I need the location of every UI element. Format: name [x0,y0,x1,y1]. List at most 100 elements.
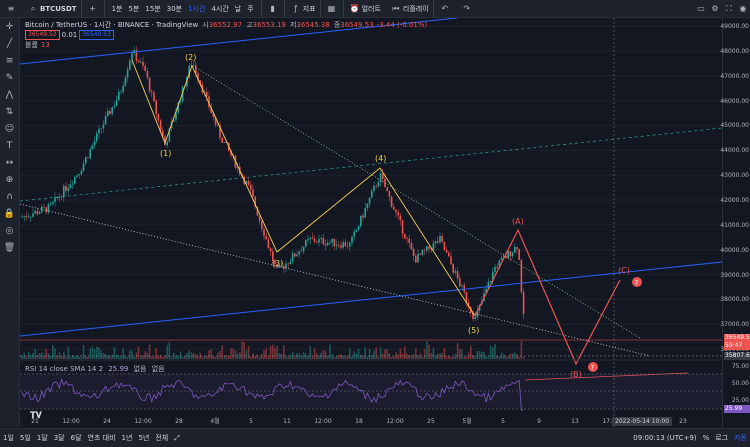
candle [195,65,197,74]
crosshair-icon[interactable]: ✛ [5,21,14,32]
candle [142,61,144,66]
measure-icon[interactable]: ↔ [5,157,14,168]
range-5y[interactable]: 5년 [138,434,150,442]
fib-icon[interactable]: ≡ [5,55,14,66]
volume-bar [298,353,300,359]
shapes-icon[interactable]: ☺ [4,123,15,134]
range-6m[interactable]: 6달 [70,434,82,442]
interval-1m[interactable]: 1분 [111,4,123,13]
volume-bar [131,350,133,359]
candle [516,246,518,250]
compare-button[interactable]: + [80,0,104,17]
range-3m[interactable]: 3달 [53,434,65,442]
candle [474,316,476,319]
question-icon-c[interactable]: ? [632,277,642,287]
bid-price[interactable]: 36549.52 [25,30,60,40]
candle [298,251,300,255]
wave-2-label: (2) [185,53,196,62]
settings-icon[interactable]: ⚙ [711,3,719,13]
time-axis[interactable]: 21 12:00 24 12:00 28 4월 5 11 12:00 18 12:00 25 5월 5 9 1… [20,416,722,427]
range-5d[interactable]: 5일 [19,434,31,442]
volume-bar [412,353,415,359]
low-label: 저 [289,21,297,29]
templates-button[interactable]: ▦ [319,0,343,17]
pattern-icon[interactable]: ⋀ [5,89,14,100]
auto-toggle[interactable]: 자동 [734,434,747,442]
time-label: 9 [537,418,541,425]
interval-1d[interactable]: 날 [234,4,242,13]
price-axis[interactable]: 49000.00 48000.00 47000.00 46000.00 45000.00… [720,18,750,427]
layout-icon[interactable]: ▭ [697,3,705,13]
replay-button[interactable]: ⏮ 리플레이 [385,0,433,17]
range-1y[interactable]: 1년 [121,434,133,442]
volume-bar [300,355,303,359]
fullscreen-icon[interactable]: ⛶ [726,3,732,13]
volume-bar [342,355,344,359]
range-1d[interactable]: 1일 [3,434,14,442]
chart-type-button[interactable]: ▮ [260,0,284,17]
symbol-title[interactable]: Bitcoin / TetherUS · 1시간 · BINANCE · Tra… [25,21,199,29]
ask-price[interactable]: 36549.53 [79,30,114,40]
candle [415,255,417,263]
symbol-search[interactable]: ⌕ BTCUSDT [22,0,81,17]
redo-button[interactable]: ↷ [456,0,478,17]
interval-30m[interactable]: 30분 [166,4,183,13]
range-all[interactable]: 전체 [155,434,169,442]
candle [283,266,285,269]
rsi-label[interactable]: RSI 14 close SMA 14 2 [25,365,104,373]
candle [384,178,386,188]
candle [421,249,424,255]
volume-bar [71,354,74,359]
volume-bar [208,350,210,359]
volume-bar [98,347,100,359]
volume-bar [428,344,430,359]
interval-5m[interactable]: 5분 [128,4,140,13]
trash-icon[interactable]: 🗑 [3,242,16,253]
range-1m[interactable]: 1달 [36,434,48,442]
clock[interactable]: 09:00:13 (UTC+9) [633,434,697,442]
undo-button[interactable]: ↶ [432,0,456,17]
camera-icon[interactable]: ◉ [739,3,747,13]
candle [311,237,314,239]
alert-button[interactable]: ⏰ 얼러트 [342,0,385,17]
candle [428,246,430,249]
range-ytd[interactable]: 연초 대비 [87,434,116,442]
candle [294,253,296,257]
volume-bar [430,352,432,359]
volume-bar [404,346,406,359]
question-icon-b[interactable]: ? [588,362,598,372]
log-toggle[interactable]: 로그 [715,434,729,442]
channel-upper-line [20,18,458,65]
lock-drawings-icon[interactable]: 🔒 [3,208,16,219]
volume-bar [142,354,144,359]
magnet-icon[interactable]: ∩ [6,191,13,202]
volume-bar [166,345,168,359]
interval-4h[interactable]: 4시간 [211,4,229,13]
candle [137,60,140,63]
eye-icon[interactable]: ◎ [5,225,14,236]
percent-toggle[interactable]: % [702,434,710,442]
trendline-icon[interactable]: ╱ [6,38,13,49]
brush-icon[interactable]: ✎ [5,72,14,83]
menu-icon[interactable]: ≡ [7,3,15,13]
volume-bar [496,355,498,359]
wave-a-label: (A) [512,217,524,226]
zoom-icon[interactable]: ⊕ [5,174,14,185]
indicators-button[interactable]: ƒ 지표 [283,0,320,17]
volume-bar [346,355,349,359]
forecast-icon[interactable]: ⇅ [5,106,14,117]
price-chart[interactable]: (1) (2) (3) (4) (5) (A) (B) (C) ? ? 𝐓𝐕 [20,18,722,427]
volume-bar [454,353,457,359]
goto-date-icon[interactable]: ⤢ [174,433,180,442]
interval-15m[interactable]: 15분 [145,4,161,13]
volume-bar [421,356,424,359]
volume-bar [443,348,446,359]
text-icon[interactable]: T [6,140,13,151]
interval-1w[interactable]: 주 [247,4,254,13]
volume-bar [245,349,248,359]
interval-1h[interactable]: 1시간 [188,4,206,13]
candle [236,166,239,168]
time-label: 12:00 [134,418,152,425]
volume-bar [118,355,120,359]
rsi-value: 25.99 [108,365,129,373]
